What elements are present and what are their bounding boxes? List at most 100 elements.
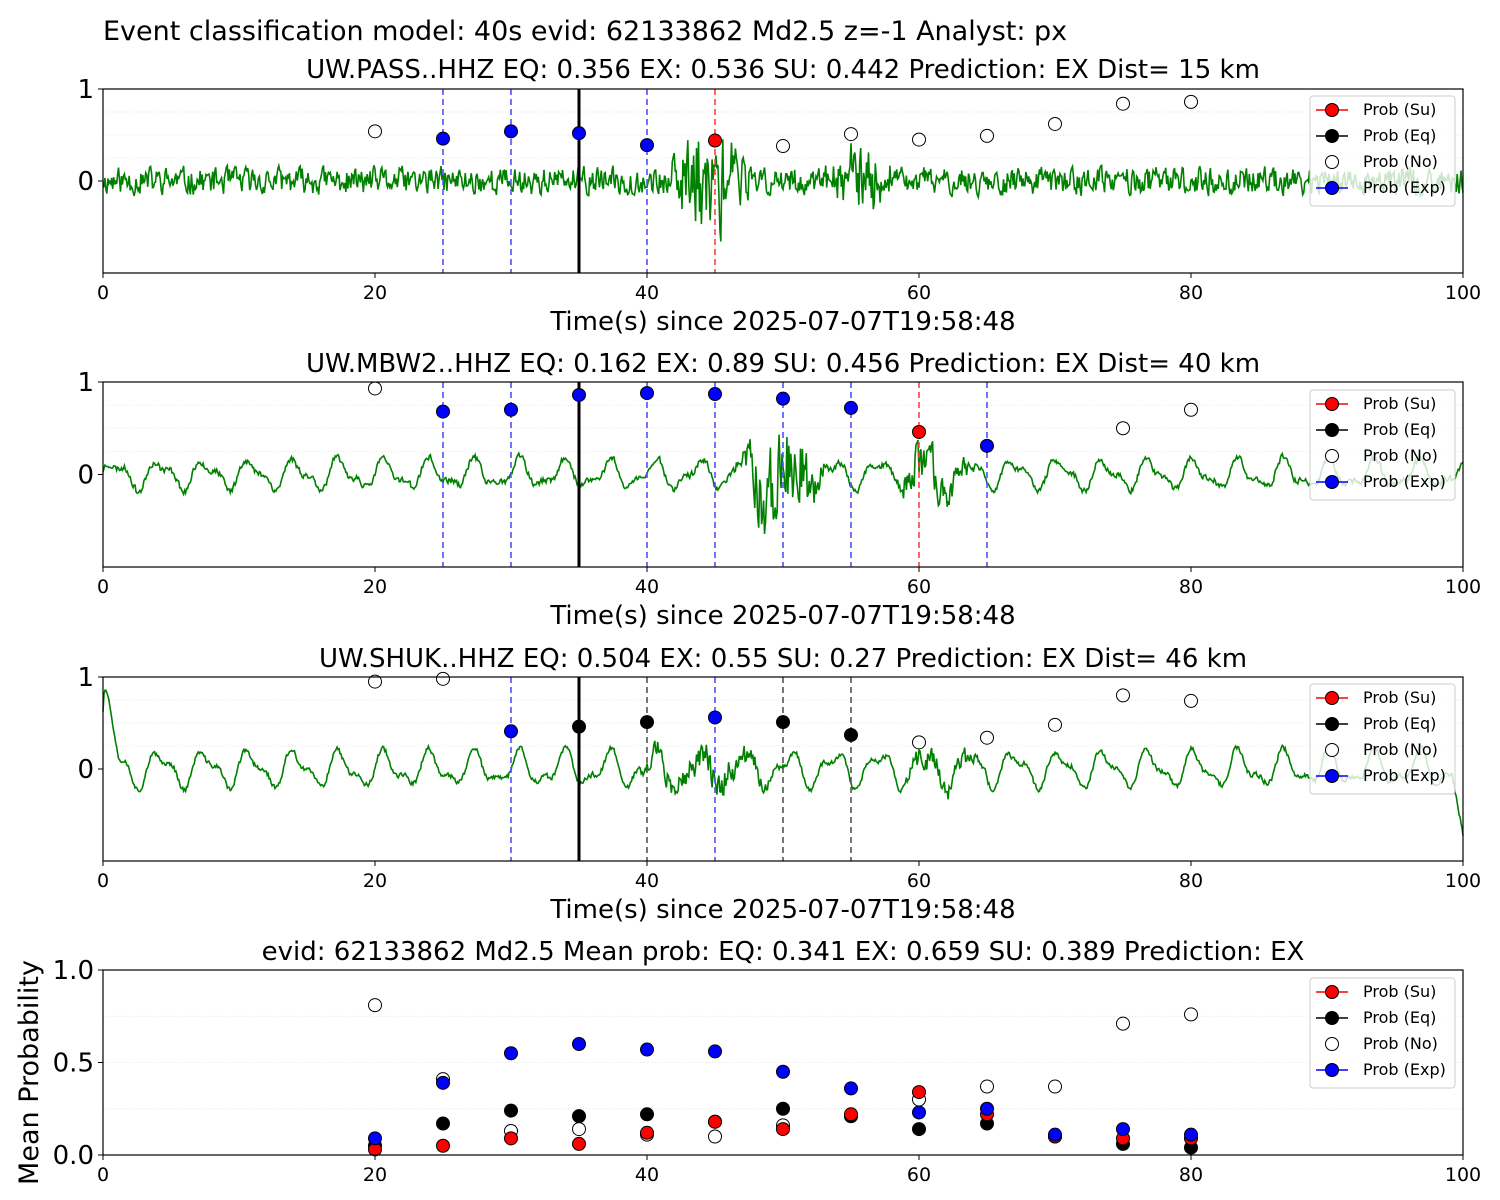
point-no (980, 128, 994, 143)
point-no (1184, 1007, 1198, 1022)
point-exp (572, 387, 586, 402)
point-no (436, 671, 450, 686)
x-tick-label: 20 (363, 576, 387, 598)
panels: UW.PASS..HHZ EQ: 0.356 EX: 0.536 SU: 0.4… (14, 55, 1481, 1186)
point-exp (980, 1101, 994, 1116)
legend-item-eq: Prob (Eq) (1316, 714, 1436, 733)
point-no (708, 1129, 722, 1144)
point-eq (504, 1103, 518, 1118)
point-no (1116, 96, 1130, 111)
legend-marker (1325, 1037, 1339, 1051)
point-eq (776, 715, 790, 730)
y-axis-label: Mean Probability (14, 960, 45, 1185)
legend-marker (1325, 769, 1339, 783)
point-no (368, 674, 382, 689)
x-tick-label: 80 (1179, 1164, 1203, 1186)
point-no (844, 127, 858, 142)
x-tick-label: 20 (363, 870, 387, 892)
point-no (1184, 693, 1198, 708)
point-no (1116, 421, 1130, 436)
point-su (776, 1122, 790, 1137)
point-exp (504, 724, 518, 739)
legend-label: Prob (Exp) (1363, 178, 1446, 197)
point-exp (436, 404, 450, 419)
waveform-trace (102, 689, 1464, 836)
legend-box (1309, 683, 1456, 795)
legend-label: Prob (Su) (1363, 100, 1436, 119)
point-su (436, 1138, 450, 1153)
x-tick-label: 100 (1445, 576, 1481, 598)
legend-label: Prob (Eq) (1363, 126, 1436, 145)
legend-marker (1325, 985, 1339, 999)
legend-marker (1325, 475, 1339, 489)
x-tick-label: 40 (635, 576, 659, 598)
legend: Prob (Su) Prob (Eq) Prob (No) Prob (Exp) (1309, 977, 1456, 1089)
x-axis-label: Time(s) since 2025-07-07T19:58:48 (549, 307, 1015, 337)
point-no (980, 1079, 994, 1094)
point-su (708, 1114, 722, 1129)
legend-item-no: Prob (No) (1325, 1034, 1438, 1053)
x-tick-label: 0 (97, 576, 109, 598)
point-no (368, 124, 382, 139)
point-exp (640, 1042, 654, 1057)
y-tick-label: 1.0 (53, 956, 94, 986)
point-no (1116, 688, 1130, 703)
point-no (1184, 94, 1198, 109)
point-exp (776, 1064, 790, 1079)
point-su (912, 424, 926, 439)
x-tick-label: 60 (907, 576, 931, 598)
point-eq (776, 1101, 790, 1116)
legend-box (1309, 95, 1456, 207)
figure-title: Event classification model: 40s evid: 62… (103, 16, 1067, 47)
legend-item-exp: Prob (Exp) (1316, 178, 1446, 197)
legend-marker (1325, 717, 1339, 731)
legend-box (1309, 977, 1456, 1089)
legend-marker (1325, 743, 1339, 757)
point-exp (504, 402, 518, 417)
point-exp (708, 710, 722, 725)
y-tick-label: 0 (77, 755, 94, 785)
point-exp (572, 1037, 586, 1051)
point-su (708, 133, 722, 148)
legend-label: Prob (Exp) (1363, 1060, 1446, 1079)
point-exp (1116, 1122, 1130, 1137)
x-tick-label: 20 (363, 282, 387, 304)
legend-marker (1325, 129, 1339, 143)
legend-label: Prob (Exp) (1363, 766, 1446, 785)
point-exp (504, 124, 518, 139)
x-tick-label: 40 (635, 870, 659, 892)
panel-title: UW.PASS..HHZ EQ: 0.356 EX: 0.536 SU: 0.4… (306, 55, 1260, 85)
point-eq (640, 715, 654, 730)
point-exp (912, 1105, 926, 1120)
point-su (912, 1085, 926, 1100)
legend-item-su: Prob (Su) (1316, 100, 1436, 119)
x-tick-label: 40 (635, 282, 659, 304)
y-tick-label: 1 (77, 663, 94, 693)
y-tick-label: 0 (77, 461, 94, 491)
point-eq (640, 1107, 654, 1122)
point-exp (640, 386, 654, 401)
x-tick-label: 100 (1445, 1164, 1481, 1186)
legend-marker (1325, 691, 1339, 705)
legend-label: Prob (Eq) (1363, 420, 1436, 439)
point-no (572, 1122, 586, 1137)
x-tick-label: 80 (1179, 870, 1203, 892)
point-eq (572, 719, 586, 734)
y-tick-label: 0.5 (53, 1049, 94, 1079)
panel-4: evid: 62133862 Md2.5 Mean prob: EQ: 0.34… (14, 937, 1481, 1186)
legend-label: Prob (Eq) (1363, 714, 1436, 733)
panel-2: UW.MBW2..HHZ EQ: 0.162 EX: 0.89 SU: 0.45… (77, 349, 1481, 631)
legend-item-no: Prob (No) (1325, 740, 1438, 759)
legend-label: Prob (No) (1363, 740, 1438, 759)
panel-title: UW.SHUK..HHZ EQ: 0.504 EX: 0.55 SU: 0.27… (319, 644, 1247, 674)
legend-item-no: Prob (No) (1325, 446, 1438, 465)
legend-label: Prob (No) (1363, 446, 1438, 465)
legend-label: Prob (Exp) (1363, 472, 1446, 491)
legend-marker (1325, 103, 1339, 117)
legend-item-exp: Prob (Exp) (1316, 766, 1446, 785)
x-tick-label: 60 (907, 1164, 931, 1186)
point-exp (504, 1046, 518, 1061)
point-exp (776, 391, 790, 406)
legend-marker (1325, 423, 1339, 437)
